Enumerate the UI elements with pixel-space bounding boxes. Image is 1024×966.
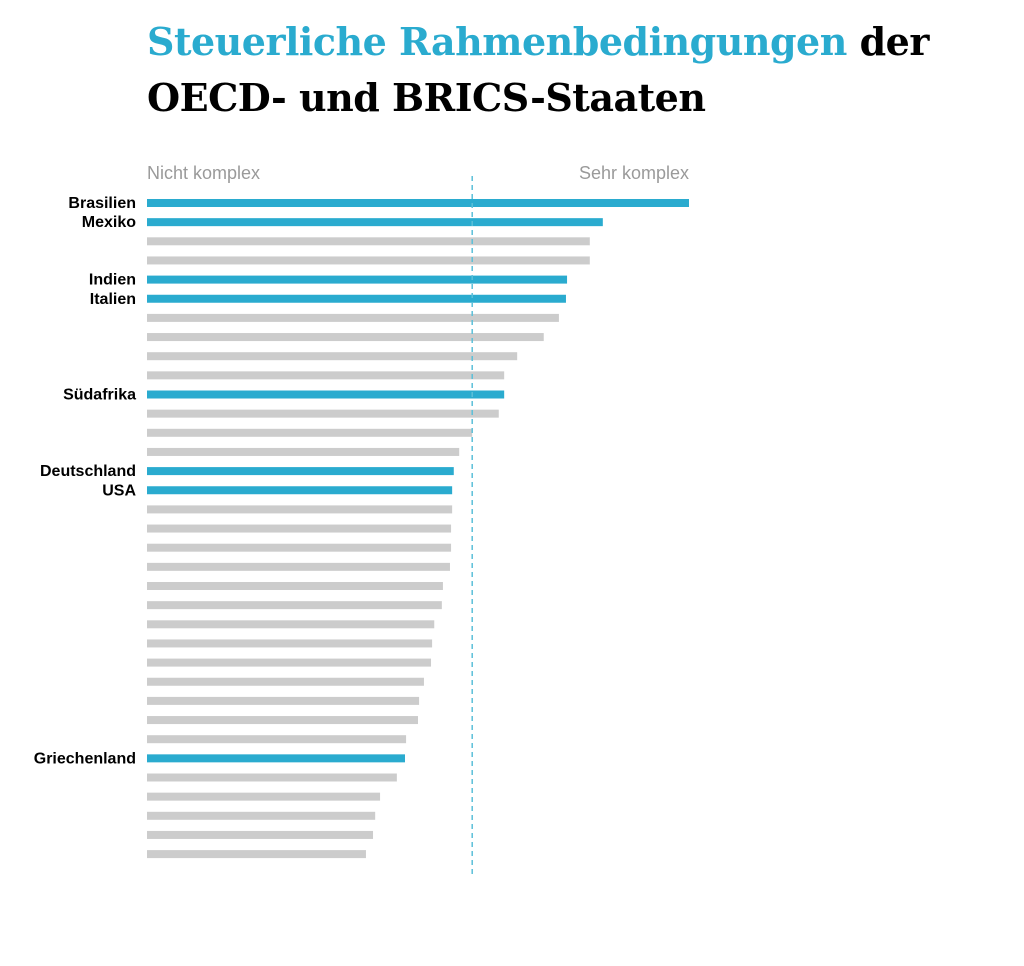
country-label: Deutschland bbox=[40, 463, 136, 480]
bar-usa bbox=[147, 486, 453, 495]
scale-min-label: Nicht komplex bbox=[147, 163, 260, 183]
scale-max-label: Sehr komplex bbox=[579, 163, 689, 183]
bar bbox=[147, 256, 590, 265]
bar bbox=[147, 428, 473, 437]
bar-griechenland bbox=[147, 754, 405, 763]
country-labels-group: Brasilien Mexiko Indien Italien Südafrika Deu… bbox=[34, 195, 137, 767]
bar-deutschland bbox=[147, 467, 454, 476]
country-label: Südafrika bbox=[63, 387, 136, 404]
bar bbox=[147, 313, 559, 322]
bar bbox=[147, 850, 366, 859]
country-label: USA bbox=[102, 482, 136, 499]
bar-brasilien bbox=[147, 199, 689, 207]
country-label: Indien bbox=[89, 272, 136, 289]
bar bbox=[147, 447, 460, 456]
chart-title: Steuerliche Rahmenbedingungen der OECD- u… bbox=[147, 14, 929, 126]
bar bbox=[147, 735, 407, 744]
title-line2: OECD- und BRICS-Staaten bbox=[147, 75, 706, 120]
bar bbox=[147, 658, 432, 667]
bar bbox=[147, 773, 397, 782]
country-label: Italien bbox=[90, 291, 136, 308]
bar-italien bbox=[147, 294, 566, 303]
title-rest: der bbox=[846, 19, 930, 64]
title-highlight: Steuerliche Rahmenbedingungen bbox=[147, 19, 847, 64]
bar bbox=[147, 677, 424, 686]
bar bbox=[147, 562, 450, 571]
bar bbox=[147, 505, 453, 514]
country-label: Brasilien bbox=[68, 195, 136, 212]
bar bbox=[147, 543, 452, 552]
bar bbox=[147, 620, 435, 629]
bar bbox=[147, 601, 442, 610]
bar-südafrika bbox=[147, 390, 505, 399]
bar bbox=[147, 716, 418, 725]
bar bbox=[147, 792, 381, 801]
bar-indien bbox=[147, 275, 568, 284]
bar bbox=[147, 409, 499, 418]
country-label: Mexiko bbox=[82, 214, 136, 231]
bar bbox=[147, 352, 518, 361]
bar bbox=[147, 582, 443, 590]
bar bbox=[147, 830, 374, 839]
bar bbox=[147, 811, 376, 820]
bar bbox=[147, 371, 505, 380]
bar bbox=[147, 237, 590, 246]
bar-mexiko bbox=[147, 218, 603, 227]
bar bbox=[147, 524, 452, 533]
bar bbox=[147, 696, 420, 705]
country-label: Griechenland bbox=[34, 750, 136, 767]
bar bbox=[147, 639, 433, 648]
bars-group bbox=[147, 199, 689, 859]
bar bbox=[147, 333, 544, 342]
